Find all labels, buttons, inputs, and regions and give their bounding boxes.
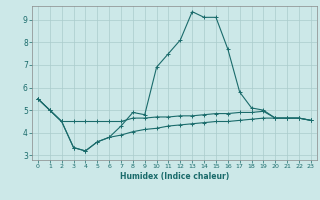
X-axis label: Humidex (Indice chaleur): Humidex (Indice chaleur) (120, 172, 229, 181)
